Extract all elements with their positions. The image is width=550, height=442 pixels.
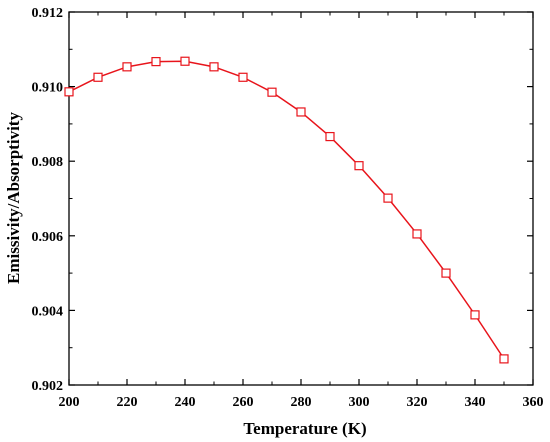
data-point [325,131,335,142]
data-point [499,354,509,364]
x-tick-label: 300 [349,395,370,410]
data-point [93,72,103,82]
y-tick-label: 0.906 [32,230,64,245]
data-point [470,310,480,320]
data-point [267,87,277,97]
x-tick-label: 240 [175,395,196,410]
data-point [383,193,393,203]
x-tick-label: 360 [523,395,544,410]
data-point [238,72,248,82]
data-point [122,62,132,72]
y-tick-label: 0.908 [32,155,64,170]
data-point [180,56,190,66]
data-point [441,268,451,278]
series-layer [64,56,509,364]
y-axis-title: Emissivity/Absorptivity [4,112,23,284]
x-axis-title: Temperature (K) [243,419,366,438]
y-tick-label: 0.910 [32,81,64,96]
series-line [68,60,505,360]
x-tick-label: 340 [465,395,486,410]
data-point [354,161,364,171]
x-tick-label: 260 [233,395,254,410]
data-point [296,107,306,117]
x-tick-label: 200 [59,395,80,410]
data-point [151,57,161,67]
axes [68,11,534,386]
y-tick-label: 0.912 [32,6,64,21]
data-point [412,229,422,239]
data-point [209,62,219,72]
x-tick-label: 280 [291,395,312,410]
ticks: 200 220 240 260 280 300 320 340 360 0.902 0.904 0.9… [32,6,544,410]
x-tick-label: 220 [117,395,138,410]
data-point [64,87,74,97]
y-tick-label: 0.904 [32,304,64,319]
y-tick-label: 0.902 [32,379,64,394]
x-tick-label: 320 [407,395,428,410]
plot-frame [68,11,534,386]
